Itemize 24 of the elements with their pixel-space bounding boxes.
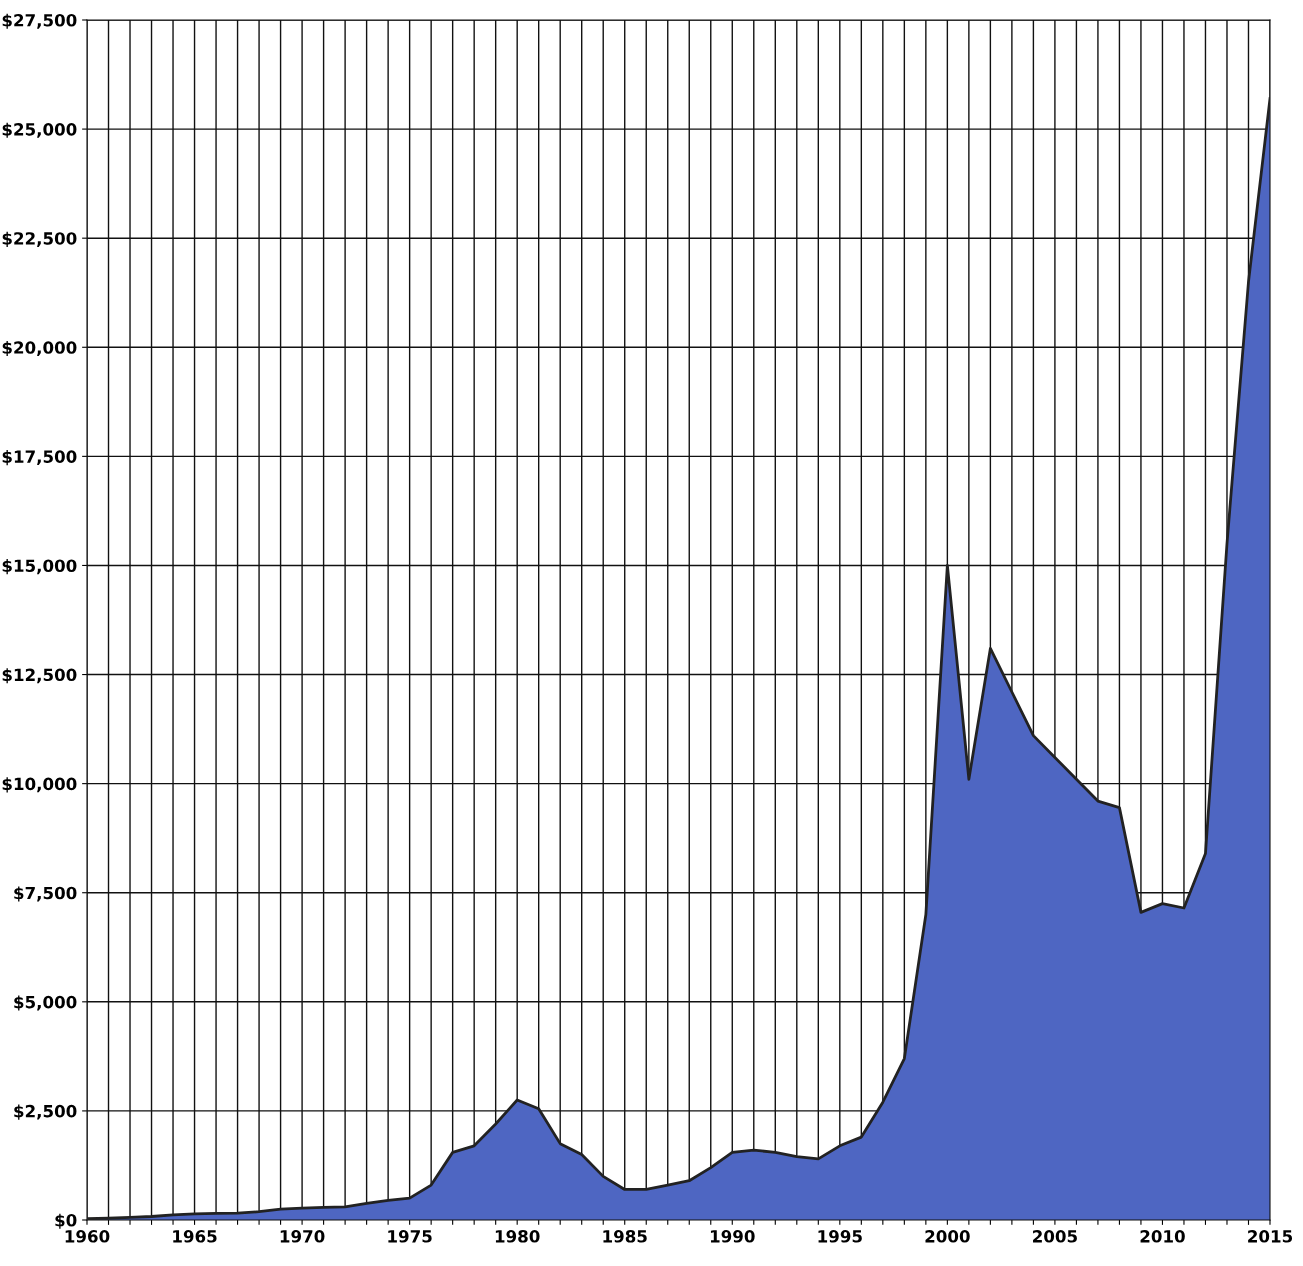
x-tick-label: 2005 — [1033, 1230, 1077, 1243]
x-tick-label: 1995 — [818, 1230, 862, 1243]
x-tick-label: 2015 — [1248, 1230, 1293, 1243]
x-tick-label: 2000 — [925, 1230, 970, 1243]
x-tick-label: 1970 — [280, 1230, 325, 1243]
x-tick-label: 1985 — [603, 1230, 647, 1243]
x-tick-label: 1960 — [65, 1230, 110, 1243]
x-tick-label: 1980 — [495, 1230, 540, 1243]
y-tick-label: $22,500 — [2, 231, 77, 247]
y-tick-label: $0 — [55, 1213, 77, 1229]
y-tick-label: $12,500 — [2, 668, 77, 684]
y-tick-label: $27,500 — [2, 13, 77, 29]
x-tick-label: 2010 — [1140, 1230, 1185, 1243]
y-tick-label: $17,500 — [2, 450, 77, 466]
y-tick-label: $5,000 — [14, 995, 77, 1011]
x-tick-label: 1975 — [388, 1230, 432, 1243]
y-tick-label: $25,000 — [2, 122, 77, 138]
y-tick-label: $2,500 — [14, 1104, 77, 1120]
y-tick-label: $20,000 — [2, 340, 77, 357]
y-tick-label: $15,000 — [2, 559, 77, 575]
x-tick-label: 1990 — [710, 1230, 755, 1243]
y-tick-label: $10,000 — [2, 777, 77, 793]
x-tick-label: 1965 — [173, 1230, 217, 1243]
y-tick-label: $7,500 — [14, 886, 77, 902]
